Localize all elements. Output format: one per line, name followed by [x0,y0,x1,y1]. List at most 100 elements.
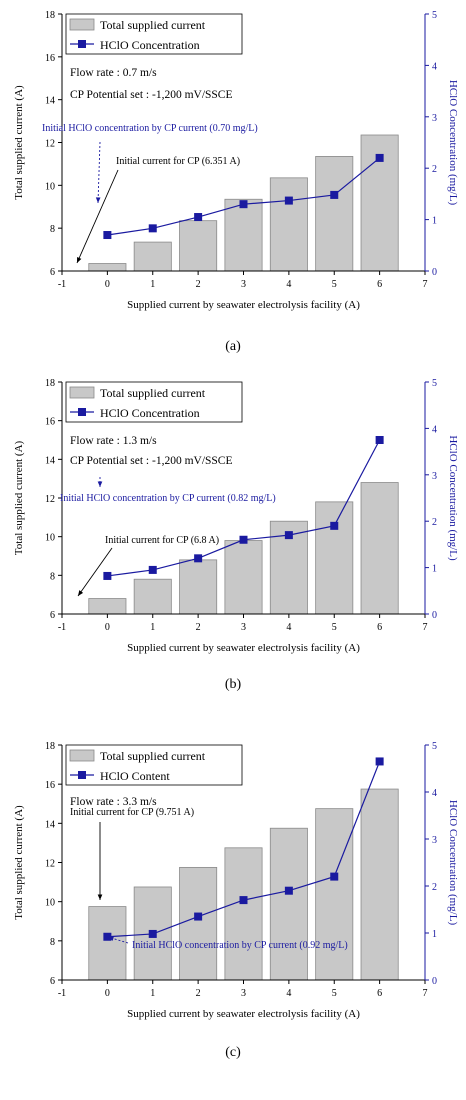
hclo-point-5 [330,521,339,530]
legend-box [65,13,243,55]
hclo-point-1 [148,929,157,938]
y-tick-label: 8 [50,937,55,948]
x-tick-label: 7 [423,279,428,290]
info-line: Flow rate : 0.7 m/s [70,67,157,79]
y-tick-label: 14 [45,455,55,466]
hclo-point-3 [239,200,248,209]
x-tick-label: 6 [377,622,382,633]
hclo-point-5 [330,872,339,881]
legend-box [65,744,243,786]
x-tick-label: 1 [150,622,155,633]
y2-tick-label: 5 [432,741,437,752]
bar-2 [179,866,218,981]
bar-3 [224,198,263,272]
x-axis-label: Supplied current by seawater electrolysi… [127,1008,360,1020]
legend-bar-label: Total supplied current [100,386,206,400]
legend-line-marker [78,771,86,779]
bar-0 [88,906,127,981]
annotation-arrowhead [108,936,114,941]
hclo-point-4 [284,196,293,205]
bar-2 [179,220,218,272]
y2-tick-label: 1 [432,564,437,575]
x-tick-label: -1 [58,988,66,999]
y-tick-label: 12 [45,859,55,870]
hclo-point-0 [103,571,112,580]
y2-tick-label: 4 [432,424,437,435]
y2-tick-label: 3 [432,471,437,482]
y2-axis-label: HClO Concentration (mg/L) [447,435,459,561]
hclo-point-4 [284,886,293,895]
info-line: CP Potential set : -1,200 mV/SSCE [70,455,233,467]
bar-3 [224,540,263,615]
bar-5 [315,156,354,272]
hclo-point-6 [375,153,384,162]
hclo-point-2 [194,213,203,222]
legend-bar-swatch [69,386,95,399]
annotation-arrow [76,169,119,264]
x-tick-label: 2 [196,988,201,999]
bar-3 [224,847,263,981]
legend-line-marker [78,40,86,48]
x-tick-label: -1 [58,279,66,290]
y2-tick-label: 4 [432,61,437,72]
x-tick-label: 3 [241,988,246,999]
y-tick-label: 14 [45,819,55,830]
y-tick-label: 16 [45,780,55,791]
legend-line-label: HClO Concentration [100,38,200,52]
y-tick-label: 18 [45,378,55,389]
y2-tick-label: 5 [432,10,437,21]
y2-tick-label: 1 [432,216,437,227]
hclo-point-1 [148,565,157,574]
y2-tick-label: 4 [432,788,437,799]
y2-tick-label: 0 [432,267,437,278]
x-tick-label: 5 [332,988,337,999]
legend-line-label: HClO Concentration [100,406,200,420]
annotation-text: Initial HClO concentration by CP current… [132,940,348,951]
legend-bar-swatch [69,749,95,762]
x-tick-label: 5 [332,622,337,633]
panel-label: (c) [225,1045,241,1060]
x-tick-label: 5 [332,279,337,290]
annotation-arrowhead [97,481,103,487]
bar-6 [360,482,399,615]
x-tick-label: 3 [241,622,246,633]
y2-tick-label: 3 [432,835,437,846]
bar-6 [360,788,399,981]
y-tick-label: 16 [45,53,55,64]
legend-box [65,381,243,423]
legend-bar-label: Total supplied current [100,749,206,763]
y2-tick-label: 5 [432,378,437,389]
x-tick-label: 0 [105,988,110,999]
hclo-point-6 [375,757,384,766]
annotation-arrowhead [78,590,84,596]
hclo-point-3 [239,535,248,544]
x-axis-label: Supplied current by seawater electrolysi… [127,299,360,311]
legend-line-label: HClO Content [100,769,170,783]
y-tick-label: 16 [45,417,55,428]
bar-1 [133,241,172,272]
annotation-arrow [97,141,101,204]
x-tick-label: 4 [286,279,291,290]
x-tick-label: 6 [377,988,382,999]
hclo-point-4 [284,531,293,540]
annotation-arrow [77,547,113,597]
y-axis-label: Total supplied current (A) [13,85,25,200]
bar-1 [133,578,172,615]
info-line: CP Potential set : -1,200 mV/SSCE [70,89,233,101]
panel-label: (a) [225,339,241,354]
y-tick-label: 6 [50,976,55,987]
x-tick-label: 7 [423,988,428,999]
annotation-arrowhead [97,894,103,900]
annotation-text: Initial current for CP (9.751 A) [70,807,194,818]
x-tick-label: 1 [150,988,155,999]
hclo-point-2 [194,554,203,563]
y2-tick-label: 1 [432,929,437,940]
annotation-text: Initial HClO concentration by CP current… [42,123,258,134]
y-axis-label: Total supplied current (A) [13,805,25,920]
y2-tick-label: 2 [432,882,437,893]
bar-2 [179,559,218,615]
x-tick-label: 0 [105,279,110,290]
legend-bar-swatch [69,18,95,31]
